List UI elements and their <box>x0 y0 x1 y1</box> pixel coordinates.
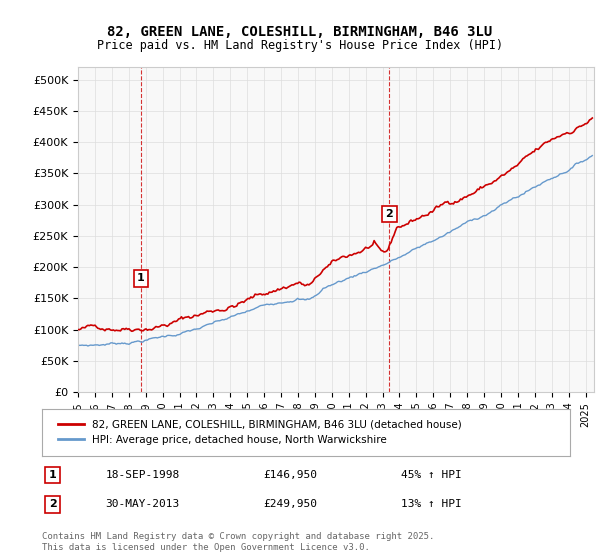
Text: 30-MAY-2013: 30-MAY-2013 <box>106 500 179 510</box>
Text: 2: 2 <box>49 500 56 510</box>
Text: 82, GREEN LANE, COLESHILL, BIRMINGHAM, B46 3LU: 82, GREEN LANE, COLESHILL, BIRMINGHAM, B… <box>107 25 493 39</box>
Legend: 82, GREEN LANE, COLESHILL, BIRMINGHAM, B46 3LU (detached house), HPI: Average pr: 82, GREEN LANE, COLESHILL, BIRMINGHAM, B… <box>52 414 467 451</box>
Text: £146,950: £146,950 <box>264 470 318 480</box>
Text: 2: 2 <box>386 209 394 219</box>
Text: 13% ↑ HPI: 13% ↑ HPI <box>401 500 462 510</box>
Text: £249,950: £249,950 <box>264 500 318 510</box>
Text: Contains HM Land Registry data © Crown copyright and database right 2025.
This d: Contains HM Land Registry data © Crown c… <box>42 532 434 552</box>
Text: 18-SEP-1998: 18-SEP-1998 <box>106 470 179 480</box>
Text: 1: 1 <box>49 470 56 480</box>
Text: Price paid vs. HM Land Registry's House Price Index (HPI): Price paid vs. HM Land Registry's House … <box>97 39 503 52</box>
Text: 45% ↑ HPI: 45% ↑ HPI <box>401 470 462 480</box>
Text: 1: 1 <box>137 273 145 283</box>
